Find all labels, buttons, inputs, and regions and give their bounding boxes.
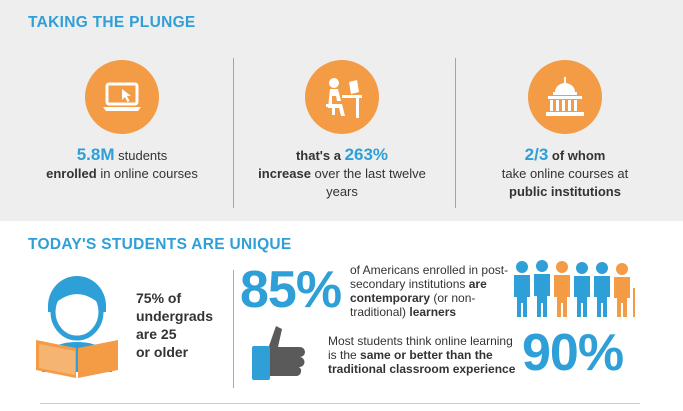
stat-bold: enrolled	[46, 166, 97, 181]
stat-text: in online courses	[96, 166, 198, 181]
stat-text: students	[114, 148, 168, 163]
stat-bold: that's a	[295, 148, 345, 163]
online-text-part: Most students think online learning is t…	[328, 334, 513, 362]
stat-public: 2/3 of whom take online courses at publi…	[465, 60, 665, 201]
section-heading-unique: TODAY'S STUDENTS ARE UNIQUE	[28, 236, 292, 253]
contemporary-pct: 85%	[240, 261, 342, 319]
online-pct: 90%	[522, 324, 624, 382]
undergrads-text: are	[136, 326, 161, 342]
laptop-cursor-icon	[85, 60, 159, 134]
stat-value: 5.8M	[76, 145, 115, 164]
bottom-band	[0, 221, 683, 411]
thumbs-up-icon	[248, 322, 310, 389]
online-bold: same or better than the traditional clas…	[328, 348, 516, 376]
stat-bold: of whom	[548, 148, 606, 163]
contemporary-text: of Americans enrolled in post-secondary …	[350, 263, 520, 319]
column-divider	[233, 58, 234, 208]
student-reading-icon	[30, 262, 124, 385]
stat-value: 2/3	[524, 145, 549, 164]
stat-enrolled: 5.8M students enrolled in online courses	[22, 60, 222, 183]
stat-text: over the last twelve years	[310, 166, 426, 199]
column-divider	[455, 58, 456, 208]
undergrads-stat: 75% of undergrads are 25 or older	[136, 289, 213, 361]
undergrads-text: of	[164, 290, 182, 306]
undergrads-text: or older	[136, 344, 189, 360]
stat-bold: increase	[258, 166, 311, 181]
people-group-icon	[512, 258, 642, 325]
contemporary-text-part: (or non-traditional)	[350, 291, 476, 319]
undergrads-age: 25	[160, 326, 177, 342]
contemporary-bold: learners	[409, 305, 457, 319]
student-at-desk-icon	[305, 60, 379, 134]
undergrads-text: undergrads	[136, 308, 214, 324]
online-text: Most students think online learning is t…	[328, 334, 523, 376]
bottom-divider	[40, 403, 640, 404]
column-divider	[233, 270, 234, 388]
stat-text: take online courses at	[501, 166, 629, 181]
stat-bold: public institutions	[509, 184, 621, 199]
contemporary-bold: are contemporary	[350, 277, 487, 305]
section-heading-taking-the-plunge: TAKING THE PLUNGE	[28, 14, 196, 31]
undergrads-pct: 75%	[136, 290, 165, 306]
contemporary-text-part: of Americans enrolled in post-secondary …	[350, 263, 509, 291]
stat-increase: that's a 263% increase over the last twe…	[242, 60, 442, 201]
capitol-building-icon	[528, 60, 602, 134]
stat-value: 263%	[344, 145, 389, 164]
